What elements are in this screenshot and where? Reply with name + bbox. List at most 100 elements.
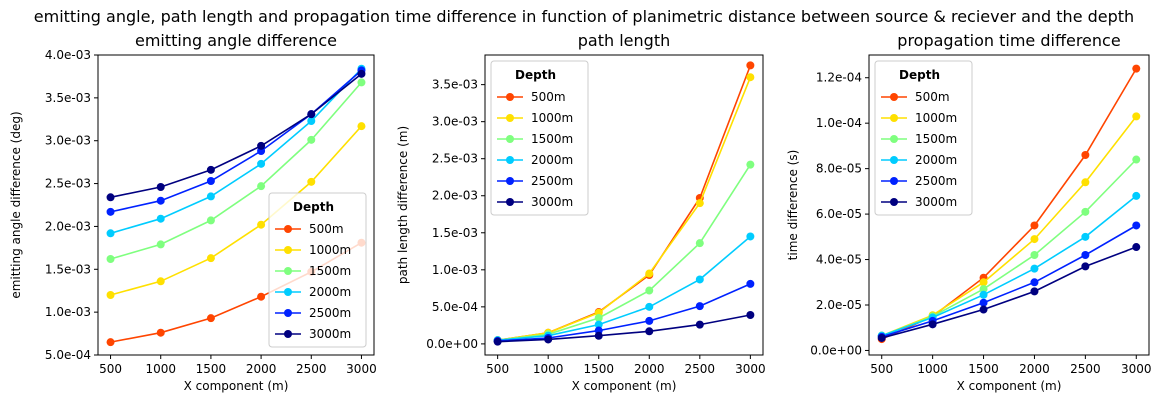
legend-swatch-marker: [506, 114, 514, 122]
x-tick-label: 500: [870, 362, 893, 376]
data-point: [257, 141, 266, 150]
x-tick-label: 500: [486, 362, 509, 376]
series-line-2000m: [497, 235, 751, 341]
x-tick-label: 2000: [1019, 362, 1050, 376]
series-line-3000m: [497, 314, 751, 343]
data-point: [695, 275, 704, 284]
x-tick-label: 2000: [246, 362, 277, 376]
data-point: [1132, 221, 1141, 230]
legend-swatch-marker: [890, 135, 898, 143]
x-tick-label: 3000: [1121, 362, 1152, 376]
data-point: [695, 320, 704, 329]
series-line-1500m: [497, 164, 752, 341]
legend-entry-label: 2500m: [309, 306, 351, 320]
data-point: [307, 177, 316, 186]
data-point: [156, 214, 165, 223]
data-point: [594, 320, 603, 329]
data-point: [106, 229, 115, 238]
x-tick-label: 500: [99, 362, 122, 376]
legend-box: [874, 60, 973, 216]
data-point: [695, 239, 704, 248]
series-line-2000m: [881, 195, 1137, 337]
axes-frame: [484, 54, 764, 356]
legend-swatch-marker: [284, 309, 292, 317]
legend-swatch-marker: [506, 177, 514, 185]
data-point: [106, 255, 115, 263]
legend-swatch-marker: [284, 225, 292, 233]
figure-suptitle: emitting angle, path length and propagat…: [34, 7, 1134, 26]
y-tick-label: 1.5e-03: [45, 262, 91, 276]
y-tick-label: 0.0e+00: [810, 343, 862, 357]
legend-entry-label: 3000m: [309, 327, 351, 341]
x-tick-label: 1500: [196, 362, 227, 376]
y-tick-label: 8.0e-05: [816, 162, 862, 176]
x-tick-label: 1000: [145, 362, 176, 376]
data-point: [1132, 112, 1141, 121]
legend-entry-label: 500m: [309, 222, 344, 236]
data-point: [106, 207, 115, 216]
x-tick-label: 3000: [735, 362, 766, 376]
data-point: [257, 292, 266, 301]
series-line-2500m: [110, 69, 363, 213]
legend-swatch-marker: [506, 156, 514, 164]
y-axis-label: path length difference (m): [396, 126, 410, 284]
x-tick-label: 2500: [296, 362, 327, 376]
y-tick-label: 4.0e-05: [816, 253, 862, 267]
x-axis-label: X component (m): [572, 379, 677, 393]
data-point: [1081, 151, 1090, 159]
legend-swatch-marker: [284, 246, 292, 254]
legend-entry-label: 500m: [915, 90, 950, 104]
axes-frame: [97, 54, 375, 356]
legend-swatch-marker: [890, 93, 898, 101]
data-point: [928, 320, 937, 329]
legend-swatch-marker: [506, 93, 514, 101]
x-axis-label: X component (m): [957, 379, 1062, 393]
data-point: [1030, 221, 1039, 230]
data-point: [1081, 178, 1090, 187]
series-line-1000m: [497, 76, 752, 341]
data-point: [156, 277, 165, 286]
legend-entry-label: 1000m: [531, 111, 573, 125]
data-point: [594, 331, 603, 340]
data-point: [1030, 264, 1039, 273]
data-point: [746, 311, 755, 319]
y-tick-label: 1.2e-04: [816, 71, 862, 85]
legend-entry-label: 2500m: [915, 174, 957, 188]
series-line-1500m: [881, 158, 1137, 337]
x-tick-label: 2500: [1070, 362, 1101, 376]
x-tick-label: 1500: [583, 362, 614, 376]
legend-swatch-marker: [890, 198, 898, 206]
y-axis-label: time difference (s): [786, 150, 800, 261]
legend-title: Depth: [899, 68, 940, 82]
data-point: [979, 305, 988, 314]
data-point: [877, 333, 886, 342]
data-point: [1081, 251, 1090, 259]
data-point: [1132, 243, 1141, 252]
data-point: [357, 78, 366, 87]
legend-swatch-marker: [890, 177, 898, 185]
data-point: [257, 182, 266, 191]
data-point: [746, 160, 755, 169]
x-tick-label: 3000: [346, 362, 377, 376]
series-line-3000m: [110, 73, 363, 199]
legend-swatch-marker: [506, 135, 514, 143]
legend-entry-label: 3000m: [915, 195, 957, 209]
data-point: [645, 269, 654, 278]
y-tick-label: 2.5e-03: [432, 152, 478, 166]
data-point: [746, 232, 755, 241]
data-point: [1030, 235, 1039, 244]
legend-swatch-marker: [506, 198, 514, 206]
series-line-1000m: [881, 115, 1137, 337]
series-line-1000m: [110, 125, 363, 296]
data-point: [257, 220, 266, 229]
data-point: [645, 316, 654, 325]
data-point: [357, 122, 366, 131]
legend-entry-label: 1500m: [309, 264, 351, 278]
data-point: [645, 302, 654, 311]
data-point: [206, 177, 215, 185]
x-tick-label: 1000: [917, 362, 948, 376]
data-point: [307, 110, 316, 119]
data-point: [1132, 191, 1141, 200]
